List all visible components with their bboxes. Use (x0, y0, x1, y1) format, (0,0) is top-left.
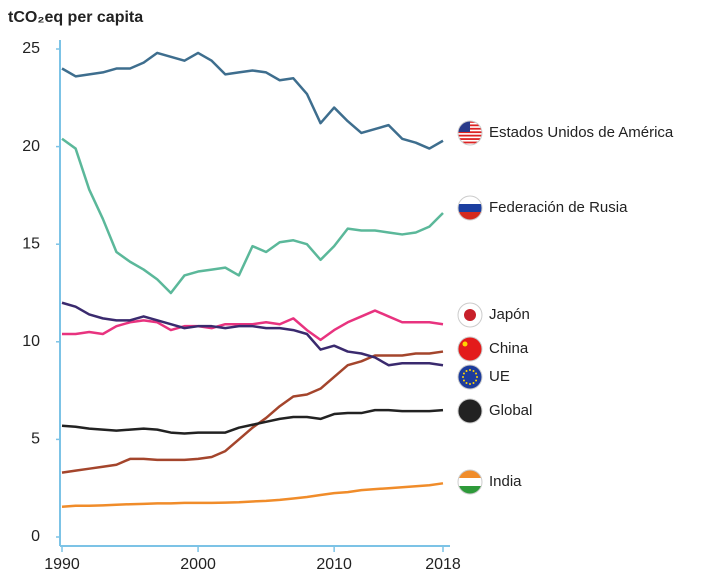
x-tick-label: 2010 (316, 556, 352, 573)
chart-title: tCO₂eq per capita (8, 9, 143, 26)
flag-star (469, 383, 471, 385)
legend-label: Federación de Rusia (489, 199, 628, 216)
flag-rim (457, 469, 483, 495)
flag-star (472, 382, 475, 385)
legend-flag (457, 336, 483, 362)
series-line (61, 408, 444, 435)
legend-label: Global (489, 402, 532, 419)
series-line (61, 482, 444, 508)
flag-star (475, 379, 478, 382)
flag-disc (464, 309, 476, 321)
flag-inner (458, 196, 482, 220)
flag-star (475, 372, 478, 375)
flag-inner (458, 365, 482, 389)
flag-field (458, 337, 482, 361)
flag-rim (457, 195, 483, 221)
flag-stripe (458, 134, 482, 137)
legend-flag (457, 195, 483, 221)
legend-flag (457, 469, 483, 495)
legend-label: China (489, 340, 529, 357)
flag-star (472, 369, 475, 372)
flag-star (465, 369, 468, 372)
flag-star (462, 376, 464, 378)
flag-inner (458, 121, 482, 144)
flag-star (462, 341, 468, 347)
y-tick-label: 15 (22, 235, 40, 252)
legend-label: India (489, 473, 522, 490)
flag-band (458, 204, 482, 212)
flag-inner (458, 337, 482, 361)
flag-star (462, 372, 465, 375)
x-tick-label: 1990 (44, 556, 80, 573)
flag-rim (457, 336, 483, 362)
flag-inner (458, 470, 482, 494)
flag-rim (457, 364, 483, 390)
flag-star (465, 382, 468, 385)
flag-rim (457, 398, 483, 424)
flag-rim (457, 120, 483, 146)
x-tick-label: 2000 (180, 556, 216, 573)
legend-flag (457, 120, 483, 146)
series-line (62, 309, 444, 342)
legend-label: Japón (489, 306, 530, 323)
flag-inner (458, 399, 482, 423)
flag-band (458, 486, 482, 494)
series-line (61, 350, 444, 474)
y-tick-label: 0 (31, 528, 40, 545)
flag-star (469, 369, 471, 371)
y-tick-label: 5 (31, 431, 40, 448)
series-line (61, 51, 444, 150)
flag-star (476, 376, 478, 378)
y-tick-label: 20 (22, 138, 40, 155)
flag-band (458, 196, 482, 204)
flag-band (458, 212, 482, 220)
flag-stripe (458, 141, 482, 144)
flag-band (458, 478, 482, 486)
flag-canton (458, 121, 470, 132)
flag-band (458, 470, 482, 478)
y-tick-label: 10 (22, 333, 40, 350)
flag-inner (464, 309, 476, 321)
flag-star (462, 379, 465, 382)
legend-flag (457, 364, 483, 390)
legend-flag (457, 398, 483, 424)
flag-field (458, 399, 482, 423)
flag-stripe (458, 138, 482, 140)
legend-label: UE (489, 368, 510, 385)
x-tick-label: 2018 (425, 556, 461, 573)
y-tick-label: 25 (22, 40, 40, 57)
series-line (61, 301, 444, 367)
legend-label: Estados Unidos de América (489, 124, 674, 141)
flag-rim (457, 302, 483, 328)
flag-stripe (458, 131, 482, 134)
series-line (61, 137, 444, 295)
legend-flag (457, 302, 483, 328)
